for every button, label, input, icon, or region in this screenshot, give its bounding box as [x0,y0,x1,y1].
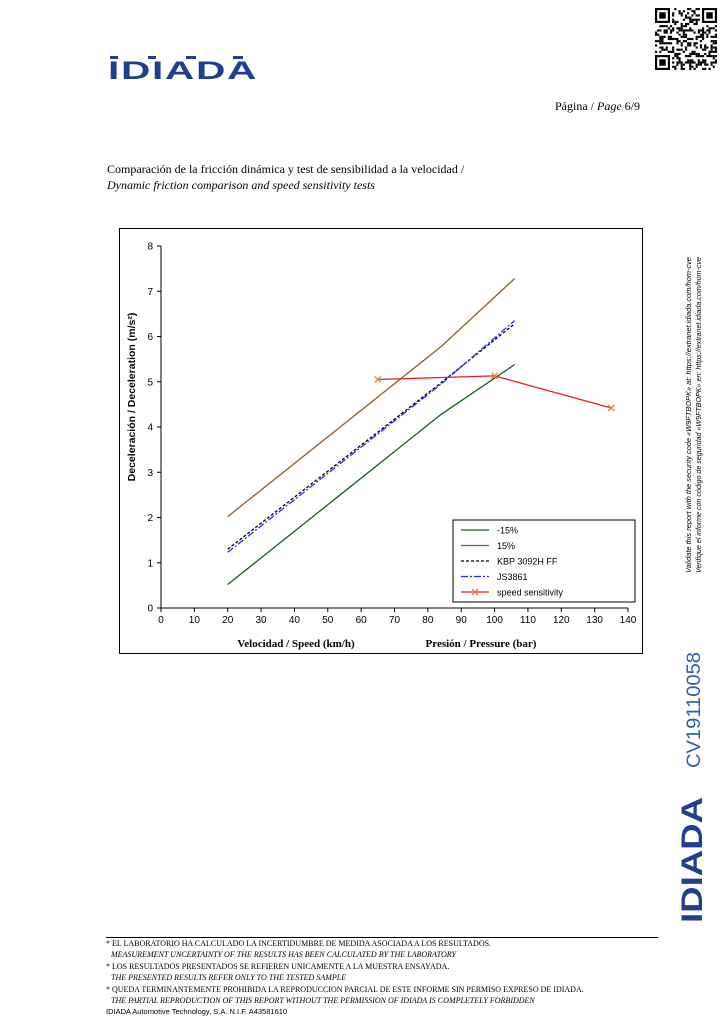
y-tick-label: 7 [147,287,153,298]
x-tick-label: 60 [356,615,368,626]
validation-text: Validate this report with the security c… [686,257,703,573]
x-tick-label: 50 [322,615,334,626]
footer-note-2: * LOS RESULTADOS PRESENTADOS SE REFIEREN… [106,961,450,971]
x-tick-label: 20 [222,615,234,626]
y-tick-label: 8 [147,242,153,253]
idiada-logo-text: IDIADA [108,57,258,82]
footer-note-3-en: THE PARTIAL REPRODUCTION OF THIS REPORT … [111,996,535,1006]
y-tick-label: 6 [147,332,153,343]
validation-text-es: Verifique el informe con código de segur… [696,257,703,573]
data-point-speed-sensitivity [491,372,499,380]
legend-label: 15% [497,541,515,551]
series-line-js3861 [227,320,516,553]
chart-frame: 0 1 2 3 4 5 6 7 8 0 10 20 30 40 50 60 70 80 90 100 110 120 130… [119,228,643,654]
y-tick-label: 4 [147,423,153,434]
series-speed-sensitivity [374,372,615,412]
x-tick-label: 100 [486,615,503,626]
series-line-kbp-3092h-ff [227,323,516,550]
legend-item-15: -15% [461,526,518,536]
legend-label: KBP 3092H FF [497,557,558,567]
legend-item-js3861: JS3861 [461,572,528,582]
validation-text-en: Validate this report with the security c… [686,257,693,573]
x-tick-label: 0 [158,615,164,626]
y-tick-label: 0 [147,604,153,615]
legend-item-15: 15% [461,541,515,551]
x-tick-label: 120 [553,615,570,626]
series-line-15 [227,364,515,586]
x-tick-label: 30 [256,615,268,626]
footer-notes: * EL LABORATORIO HA CALCULADO LA INCERTI… [106,938,584,1018]
series-15 [227,364,515,586]
y-axis-label: Deceleración / Deceleration (m/s²) [126,313,138,482]
series-line-15 [227,278,516,518]
idiada-side-logo: IDIADA [676,797,709,923]
report-code-text: CV19110058 [684,652,705,768]
series-kbp-3092h-ff [227,323,516,550]
footer-divider [106,937,658,938]
series-js3861 [227,320,516,553]
y-tick-label: 2 [147,513,153,524]
data-point-speed-sensitivity [607,404,615,412]
idiada-side-logo-text: IDIADA [676,797,709,923]
section-title: Comparación de la fricción dinámica y te… [107,161,464,193]
page-number: Página / Page 6/9 [555,99,640,113]
series-15 [227,278,516,518]
legend-item-speed-sensitivity: speed sensitivity [461,588,564,598]
legend-label: JS3861 [497,572,528,582]
x-axis-label-pressure: Presión / Pressure (bar) [426,638,537,650]
legend-label: -15% [497,526,518,536]
qr-code [655,8,717,70]
footer-note-1-en: MEASUREMENT UNCERTAINTY OF THE RESULTS H… [111,950,456,960]
x-tick-label: 40 [289,615,301,626]
x-tick-label: 110 [520,615,536,626]
y-tick-label: 3 [147,468,153,479]
y-tick-label: 5 [147,377,153,388]
x-tick-label: 70 [389,615,401,626]
report-code: CV19110058 [684,652,705,768]
section-title-en: Dynamic friction comparison and speed se… [107,178,375,192]
footer-note-3: * QUEDA TERMINANTEMENTE PROHIBIDA LA REP… [106,984,584,994]
data-point-speed-sensitivity [374,376,382,383]
section-title-es: Comparación de la fricción dinámica y te… [107,162,465,176]
x-tick-label: 140 [620,615,637,626]
y-tick-label: 1 [147,558,153,569]
x-axis-label-speed: Velocidad / Speed (km/h) [237,638,355,650]
legend-item-kbp-3092h-ff: KBP 3092H FF [461,557,558,567]
series-line-speed-sensitivity [377,375,612,409]
chart-legend: -15% 15% KBP 3092H FF JS3861 speed sensitivi… [452,519,636,603]
footer-note-1: * EL LABORATORIO HA CALCULADO LA INCERTI… [106,939,492,948]
x-tick-label: 80 [422,615,434,626]
x-tick-label: 130 [586,615,603,626]
footer-company: IDIADA Automotive Technology, S.A. N.I.F… [106,1007,288,1017]
idiada-logo: IDIADA [108,56,258,82]
x-tick-label: 90 [456,615,468,626]
x-tick-label: 10 [189,615,201,626]
legend-label: speed sensitivity [497,588,564,598]
footer-note-2-en: THE PRESENTED RESULTS REFER ONLY TO THE … [111,973,347,983]
legend-marker [471,588,479,596]
